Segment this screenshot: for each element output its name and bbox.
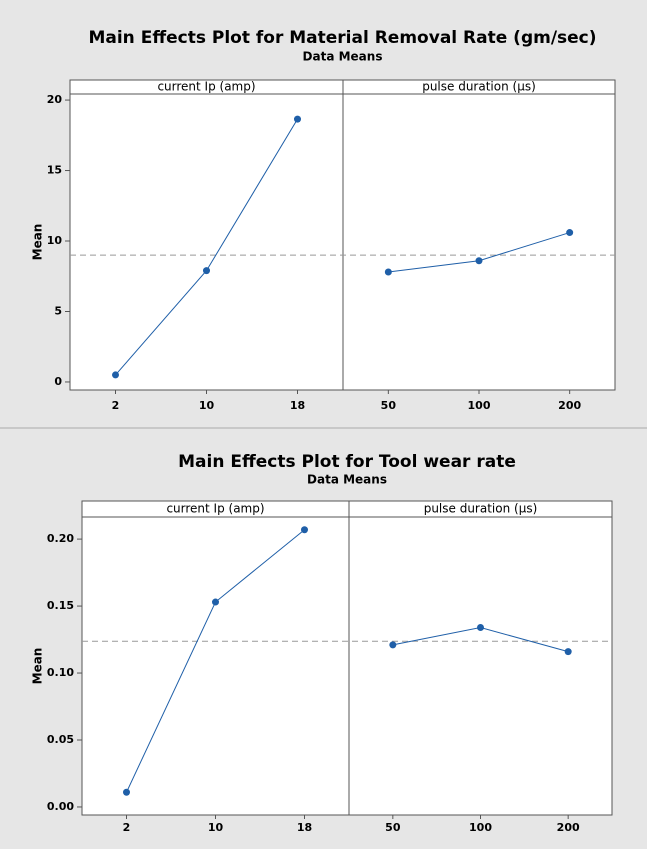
x-tick-label: 50 (385, 821, 401, 834)
y-tick-label: 5 (54, 304, 62, 317)
panel-title: pulse duration (µs) (424, 502, 538, 516)
y-tick-label: 0 (54, 375, 62, 388)
panel-title: current Ip (amp) (157, 80, 255, 94)
y-tick-label: 0.00 (47, 800, 74, 813)
point (294, 115, 301, 123)
x-tick-label: 2 (123, 821, 131, 834)
y-axis-label: Mean (31, 648, 45, 685)
x-tick-label: 50 (381, 399, 397, 412)
point (212, 598, 219, 606)
panel (348, 516, 613, 816)
chart-title: Main Effects Plot for Tool wear rate (178, 452, 516, 472)
panel (342, 93, 616, 391)
panel-title: current Ip (amp) (166, 502, 264, 516)
y-tick-label: 20 (47, 93, 63, 106)
point (384, 268, 392, 276)
x-tick-label: 200 (557, 821, 580, 834)
point (566, 229, 574, 237)
point (301, 526, 308, 534)
x-tick-label: 2 (112, 399, 120, 412)
x-tick-label: 10 (199, 399, 215, 412)
point (123, 788, 130, 796)
chart-subtitle: Data Means (307, 473, 387, 487)
x-tick-label: 10 (208, 821, 224, 834)
point (203, 267, 210, 275)
x-tick-label: 18 (297, 821, 312, 834)
x-tick-label: 100 (469, 821, 492, 834)
point (475, 257, 483, 265)
point (112, 371, 119, 379)
panel (81, 516, 350, 816)
y-tick-label: 0.15 (47, 599, 74, 612)
chart-subtitle: Data Means (303, 50, 383, 64)
y-axis-label: Mean (31, 224, 45, 261)
x-tick-label: 200 (558, 399, 581, 412)
panel (69, 93, 344, 391)
point (389, 641, 397, 649)
panel-title: pulse duration (µs) (422, 80, 536, 94)
point (564, 648, 572, 656)
y-tick-label: 0.05 (47, 733, 74, 746)
y-tick-label: 10 (47, 234, 63, 247)
x-tick-label: 18 (290, 399, 305, 412)
chart-title: Main Effects Plot for Material Removal R… (88, 28, 596, 48)
x-tick-label: 100 (468, 399, 491, 412)
point (477, 623, 484, 631)
y-tick-label: 0.20 (47, 532, 74, 545)
y-tick-label: 0.10 (47, 666, 74, 679)
y-tick-label: 15 (47, 164, 62, 177)
